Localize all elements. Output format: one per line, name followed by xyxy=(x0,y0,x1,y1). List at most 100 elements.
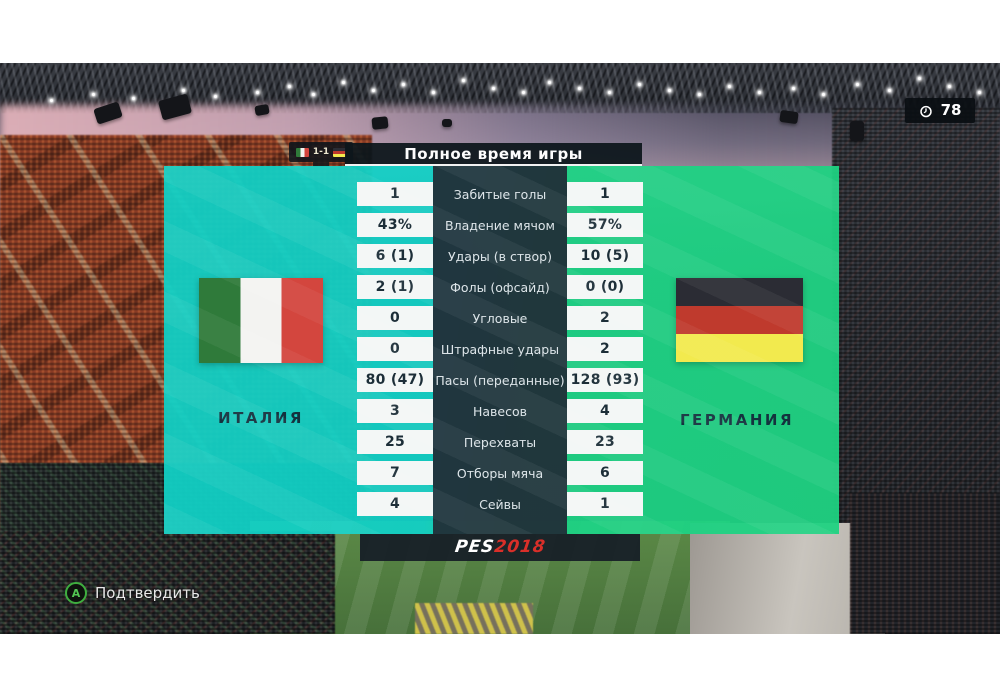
floodlight-icon xyxy=(288,85,291,88)
stat-away-value: 4 xyxy=(567,399,643,423)
mini-scoreboard-tab xyxy=(313,162,329,167)
floodlight-icon xyxy=(548,81,551,84)
clock-icon xyxy=(919,105,932,117)
stat-label: Удары (в створ) xyxy=(448,248,552,264)
floodlight-icon xyxy=(698,93,701,96)
germany-mini-flag-icon xyxy=(333,147,347,157)
pes-logo: PES2018 xyxy=(453,537,547,557)
stats-rows: 1 Забитые голы 1 43% Владение мячом 57% … xyxy=(357,182,643,516)
floodlight-icon xyxy=(668,89,671,92)
home-team-name: ИТАЛИЯ xyxy=(218,409,304,427)
floodlight-icon xyxy=(342,81,345,84)
stat-label: Владение мячом xyxy=(445,217,555,233)
stand-stairs xyxy=(415,603,533,634)
stat-label-column xyxy=(433,166,567,534)
stat-away-value: 1 xyxy=(567,492,643,516)
floodlight-icon xyxy=(372,89,375,92)
stat-row: 6 (1) Удары (в створ) 10 (5) xyxy=(357,244,643,268)
floodlight-icon xyxy=(888,89,891,92)
floodlight-icon xyxy=(462,79,465,82)
stat-label: Сейвы xyxy=(479,496,521,512)
floodlight-icon xyxy=(608,91,611,94)
match-clock-value: 78 xyxy=(940,101,962,119)
germany-flag xyxy=(676,278,803,362)
floodlight-icon xyxy=(578,87,581,90)
stat-label: Перехваты xyxy=(463,434,537,450)
floodlight-icon xyxy=(728,85,731,88)
match-clock-badge: 78 xyxy=(905,98,975,123)
stat-row: 4 Сейвы 1 xyxy=(357,492,643,516)
confirm-hint[interactable]: A Подтвердить xyxy=(65,582,200,604)
mini-scoreboard: 1-1 xyxy=(289,142,353,167)
away-team-name: ГЕРМАНИЯ xyxy=(680,411,794,429)
stat-away-value: 10 (5) xyxy=(567,244,643,268)
stat-label: Навесов xyxy=(472,403,527,419)
fulltime-stats-panel: ИТАЛИЯ ГЕРМАНИЯ 1 Забитые голы 1 43% Вла… xyxy=(164,166,839,534)
floodlight-icon xyxy=(492,87,495,90)
stat-row: 7 Отборы мяча 6 xyxy=(357,461,643,485)
pes-brand-text: PES xyxy=(453,537,496,557)
stat-home-value: 80 (47) xyxy=(357,368,433,392)
stat-home-value: 1 xyxy=(357,182,433,206)
floodlight-icon xyxy=(50,99,53,102)
stat-row: 3 Навесов 4 xyxy=(357,399,643,423)
stat-home-value: 3 xyxy=(357,399,433,423)
bottom-right-crowd xyxy=(850,493,1000,634)
stat-label: Фолы (офсайд) xyxy=(450,279,550,295)
floodlight-icon xyxy=(948,85,951,88)
stat-row: 0 Угловые 2 xyxy=(357,306,643,330)
stat-away-value: 128 (93) xyxy=(567,368,643,392)
stat-away-value: 2 xyxy=(567,306,643,330)
stat-row: 43% Владение мячом 57% xyxy=(357,213,643,237)
floodlight-icon xyxy=(312,93,315,96)
speaker-cluster xyxy=(850,121,864,141)
floodlight-icon xyxy=(822,93,825,96)
speaker-cluster xyxy=(371,116,389,130)
stat-home-value: 0 xyxy=(357,337,433,361)
stat-home-value: 4 xyxy=(357,492,433,516)
stat-row: 0 Штрафные удары 2 xyxy=(357,337,643,361)
stat-row: 2 (1) Фолы (офсайд) 0 (0) xyxy=(357,275,643,299)
floodlight-icon xyxy=(856,83,859,86)
italy-mini-flag-icon xyxy=(295,147,309,157)
stat-row: 25 Перехваты 23 xyxy=(357,430,643,454)
floodlight-icon xyxy=(918,77,921,80)
stat-label: Отборы мяча xyxy=(456,465,544,481)
results-title: Полное время игры xyxy=(404,144,583,163)
floodlight-icon xyxy=(792,87,795,90)
stat-away-value: 23 xyxy=(567,430,643,454)
stat-label: Штрафные удары xyxy=(440,341,560,357)
floodlight-icon xyxy=(522,91,525,94)
italy-flag xyxy=(199,278,323,363)
confirm-label: Подтвердить xyxy=(95,584,200,602)
bottom-left-crowd xyxy=(0,531,335,634)
floodlight-icon xyxy=(638,83,641,86)
speaker-cluster xyxy=(442,119,452,127)
floodlight-icon xyxy=(978,91,981,94)
stat-away-value: 57% xyxy=(567,213,643,237)
results-header: Полное время игры xyxy=(345,143,642,166)
stat-row: 1 Забитые голы 1 xyxy=(357,182,643,206)
stat-home-value: 6 (1) xyxy=(357,244,433,268)
xbox-a-button-icon[interactable]: A xyxy=(65,582,87,604)
stat-home-value: 25 xyxy=(357,430,433,454)
stat-label: Угловые xyxy=(472,310,528,326)
speaker-cluster xyxy=(779,109,799,125)
mini-score-value: 1-1 xyxy=(312,146,330,157)
floodlight-icon xyxy=(214,95,217,98)
stat-label: Пасы (переданные) xyxy=(435,372,565,388)
floodlight-icon xyxy=(432,91,435,94)
pes-logo-bar: PES2018 xyxy=(360,534,640,561)
floodlight-icon xyxy=(402,83,405,86)
floodlight-icon xyxy=(92,93,95,96)
stat-away-value: 0 (0) xyxy=(567,275,643,299)
stat-home-value: 43% xyxy=(357,213,433,237)
floodlight-icon xyxy=(256,91,259,94)
stat-label: Забитые голы xyxy=(453,186,547,202)
floodlight-icon xyxy=(132,97,135,100)
pes-year-text: 2018 xyxy=(492,537,547,557)
stat-row: 80 (47) Пасы (переданные) 128 (93) xyxy=(357,368,643,392)
stat-away-value: 2 xyxy=(567,337,643,361)
game-viewport: 1-1 78 Полное время игры ИТАЛИЯ ГЕРМАНИЯ… xyxy=(0,63,1000,634)
stat-away-value: 6 xyxy=(567,461,643,485)
